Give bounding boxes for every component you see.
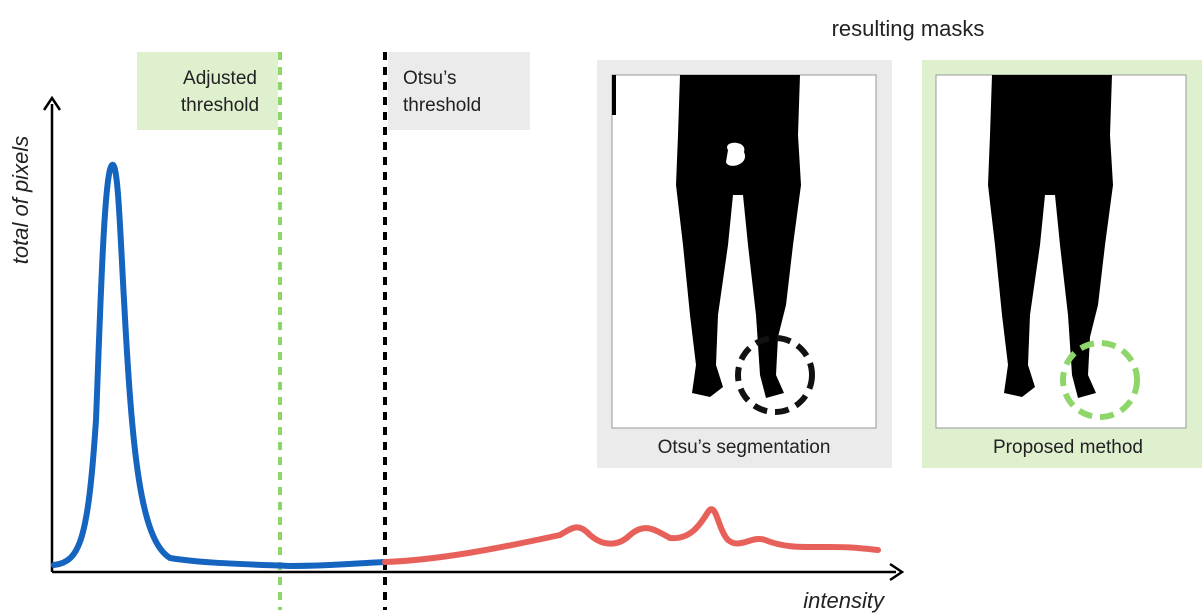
y-axis-label: total of pixels xyxy=(8,136,33,264)
caption: Proposed method xyxy=(993,437,1143,458)
adjusted-box xyxy=(137,52,278,130)
otsu-label: Otsu’s xyxy=(403,68,457,89)
otsu-label: threshold xyxy=(403,95,481,116)
diagram: resulting masks Adjusted threshold Otsu’… xyxy=(0,0,1202,614)
background-curve xyxy=(54,165,385,566)
title: resulting masks xyxy=(832,16,985,41)
caption: Otsu’s segmentation xyxy=(658,437,831,458)
artifact xyxy=(612,75,616,115)
hole xyxy=(726,143,745,166)
adjusted-label: Adjusted xyxy=(183,68,257,89)
x-axis-label: intensity xyxy=(803,588,886,613)
foreground-curve xyxy=(385,509,878,562)
otsu-box xyxy=(388,52,530,130)
adjusted-label: threshold xyxy=(181,95,259,116)
